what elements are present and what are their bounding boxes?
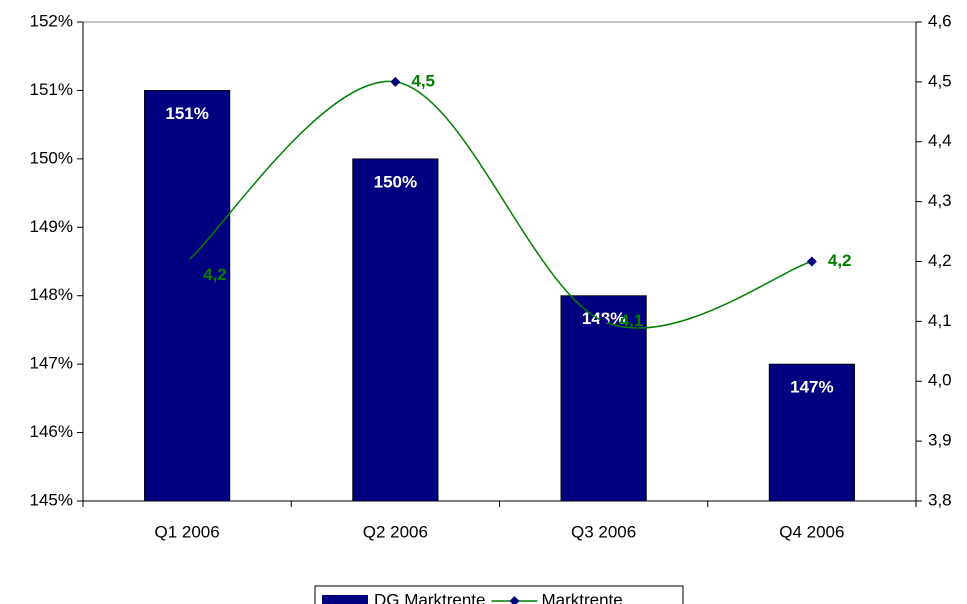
bar-value-label: 147% bbox=[790, 378, 833, 397]
y2-tick-label: 3,8 bbox=[928, 490, 952, 509]
y2-tick-label: 3,9 bbox=[928, 431, 952, 450]
line-marker bbox=[806, 256, 817, 267]
y2-tick-label: 4,2 bbox=[928, 251, 952, 270]
y2-tick-label: 4,6 bbox=[928, 11, 952, 30]
legend: DG Marktrente Marktrente bbox=[314, 585, 684, 604]
bar bbox=[768, 363, 855, 502]
x-tick-label: Q3 2006 bbox=[571, 522, 636, 541]
line-value-label: 4,5 bbox=[411, 71, 435, 90]
legend-label: Marktrente bbox=[541, 590, 622, 604]
line-marker bbox=[598, 316, 609, 327]
x-tick-label: Q1 2006 bbox=[155, 522, 220, 541]
line bbox=[186, 80, 813, 329]
bar bbox=[352, 158, 439, 502]
line-value-label: 4,2 bbox=[828, 251, 852, 270]
y-tick-label: 145% bbox=[30, 490, 73, 509]
y-tick-label: 148% bbox=[30, 285, 73, 304]
bar bbox=[560, 295, 647, 502]
legend-swatch bbox=[322, 595, 368, 604]
x-tick-label: Q4 2006 bbox=[779, 522, 844, 541]
y-tick-label: 152% bbox=[30, 11, 73, 30]
legend-label: DG Marktrente bbox=[374, 590, 485, 604]
line-value-label: 4,2 bbox=[203, 265, 227, 284]
legend-box bbox=[314, 585, 684, 604]
y-tick-label: 147% bbox=[30, 354, 73, 373]
y2-tick-label: 4,4 bbox=[928, 131, 952, 150]
y-tick-label: 146% bbox=[30, 422, 73, 441]
y2-tick-label: 4,0 bbox=[928, 371, 952, 390]
line-marker bbox=[390, 76, 401, 87]
line-marker bbox=[182, 256, 193, 267]
y2-tick-label: 4,1 bbox=[928, 311, 952, 330]
x-tick-label: Q2 2006 bbox=[363, 522, 428, 541]
y-tick-label: 150% bbox=[30, 148, 73, 167]
y2-tick-label: 4,5 bbox=[928, 71, 952, 90]
y-tick-label: 149% bbox=[30, 217, 73, 236]
bar bbox=[144, 90, 231, 502]
y2-tick-label: 4,3 bbox=[928, 191, 952, 210]
bar-value-label: 151% bbox=[165, 104, 208, 123]
y-tick-label: 151% bbox=[30, 80, 73, 99]
bar-value-label: 150% bbox=[374, 172, 417, 191]
legend-marker bbox=[509, 596, 520, 604]
line-value-label: 4,1 bbox=[620, 311, 644, 330]
